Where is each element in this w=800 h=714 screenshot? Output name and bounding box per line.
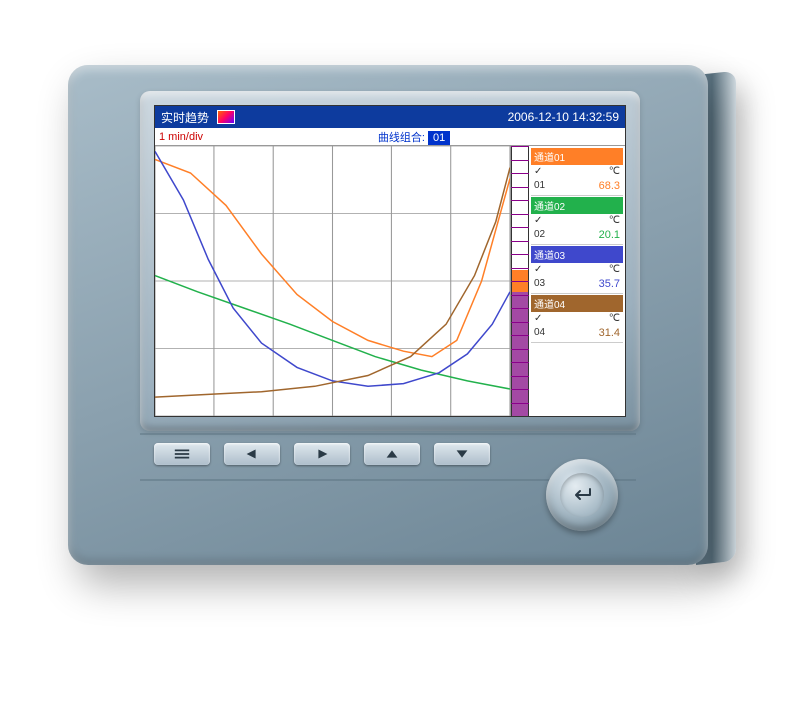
channel-unit-row: ℃ <box>531 312 623 326</box>
enter-button-inner <box>560 473 604 517</box>
channel-block-02: 通道02℃ 02 20.1 <box>531 197 623 245</box>
channel-block-03: 通道03℃ 03 35.7 <box>531 246 623 294</box>
up-button[interactable] <box>364 443 420 465</box>
channel-header: 通道03 <box>531 246 623 263</box>
channel-id: 01 <box>534 179 545 193</box>
bar-gauge <box>511 146 529 416</box>
chart-canvas <box>155 146 510 416</box>
channel-id: 02 <box>534 228 545 242</box>
time-division-label: 1 min/div <box>159 131 203 143</box>
screen-bezel: 实时趋势 2006-12-10 14:32:59 1 min/div 曲线组合:… <box>140 91 640 431</box>
channel-unit: ℃ <box>609 263 620 277</box>
enter-icon <box>570 487 594 503</box>
enter-button[interactable] <box>546 459 618 531</box>
channel-unit: ℃ <box>609 165 620 179</box>
panel-divider <box>140 433 636 435</box>
channel-value-row: 02 20.1 <box>531 228 623 242</box>
curve-combo-value[interactable]: 01 <box>428 131 450 145</box>
channel-block-04: 通道04℃ 04 31.4 <box>531 295 623 343</box>
channel-value-row: 04 31.4 <box>531 326 623 340</box>
device-front-panel: 实时趋势 2006-12-10 14:32:59 1 min/div 曲线组合:… <box>68 65 708 565</box>
channel-unit: ℃ <box>609 312 620 326</box>
channel-value-row: 01 68.3 <box>531 179 623 193</box>
check-icon <box>534 263 542 277</box>
content-area: 通道01℃0168.3通道02℃0220.1通道03℃0335.7通道04℃04… <box>155 146 625 416</box>
channel-unit-row: ℃ <box>531 263 623 277</box>
curve-combo-label: 曲线组合: 01 <box>378 129 450 145</box>
check-icon <box>534 214 542 228</box>
channel-value-row: 03 35.7 <box>531 277 623 291</box>
paperless-recorder-device: 实时趋势 2006-12-10 14:32:59 1 min/div 曲线组合:… <box>68 65 708 565</box>
check-icon <box>534 312 542 326</box>
channel-block-01: 通道01℃ 01 68.3 <box>531 148 623 196</box>
app-icon <box>217 110 235 124</box>
check-icon <box>534 165 542 179</box>
channel-panel: 通道01℃0168.3通道02℃0220.1通道03℃0335.7通道04℃04… <box>529 146 625 416</box>
titlebar: 实时趋势 2006-12-10 14:32:59 <box>155 106 625 128</box>
left-button[interactable] <box>224 443 280 465</box>
channel-unit-row: ℃ <box>531 214 623 228</box>
channel-value: 35.7 <box>599 277 620 291</box>
gauge-segment <box>512 292 528 416</box>
channel-value: 20.1 <box>599 228 620 242</box>
datetime-display: 2006-12-10 14:32:59 <box>508 110 619 124</box>
channel-header: 通道04 <box>531 295 623 312</box>
channel-value: 68.3 <box>599 179 620 193</box>
channel-value: 31.4 <box>599 326 620 340</box>
lcd-screen: 实时趋势 2006-12-10 14:32:59 1 min/div 曲线组合:… <box>154 105 626 417</box>
channel-header: 通道02 <box>531 197 623 214</box>
channel-id: 04 <box>534 326 545 340</box>
down-button[interactable] <box>434 443 490 465</box>
channel-unit-row: ℃ <box>531 165 623 179</box>
screen-title: 实时趋势 <box>161 109 209 126</box>
channel-unit: ℃ <box>609 214 620 228</box>
trend-chart <box>155 146 511 416</box>
channel-id: 03 <box>534 277 545 291</box>
subheader-bar: 1 min/div 曲线组合: 01 <box>155 128 625 146</box>
menu-button[interactable] <box>154 443 210 465</box>
channel-header: 通道01 <box>531 148 623 165</box>
right-button[interactable] <box>294 443 350 465</box>
